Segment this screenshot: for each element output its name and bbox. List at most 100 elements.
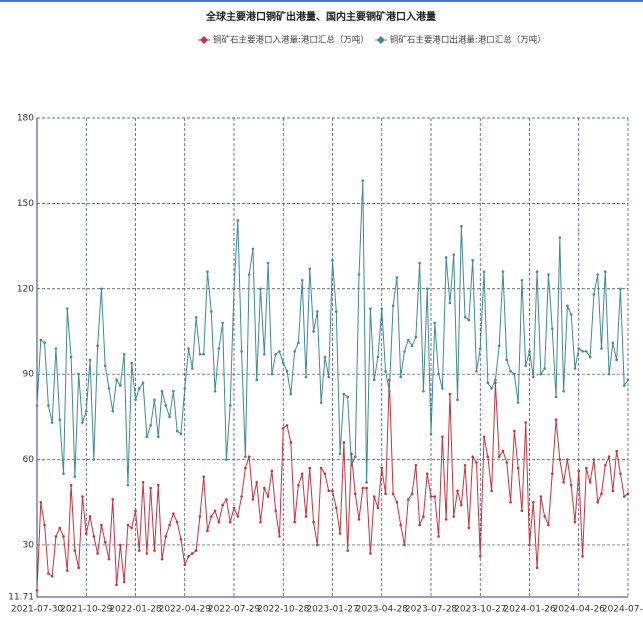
point (96, 344, 99, 348)
point (179, 432, 183, 436)
point (429, 432, 433, 436)
point (581, 555, 584, 558)
point (156, 483, 160, 487)
point (573, 367, 577, 370)
point (92, 535, 96, 538)
point (475, 461, 478, 464)
point (39, 500, 43, 504)
point (263, 486, 266, 490)
point (566, 304, 569, 308)
point (505, 358, 509, 362)
x-tick-label: 2022-10-28 (257, 605, 310, 615)
point (501, 270, 505, 273)
point (141, 481, 145, 484)
point (376, 506, 380, 510)
y-tick-label: 120 (17, 284, 34, 294)
point (592, 293, 596, 296)
point (460, 224, 463, 228)
point (350, 463, 353, 467)
point (418, 523, 421, 527)
point (353, 455, 357, 459)
point (304, 515, 308, 518)
point (122, 580, 126, 584)
point (486, 381, 490, 385)
point (300, 278, 304, 282)
point (596, 500, 599, 504)
point (535, 270, 539, 273)
legend-marker (376, 36, 385, 44)
point (369, 307, 372, 311)
point (66, 569, 69, 572)
point (247, 455, 251, 459)
point (361, 179, 365, 182)
y-tick-label: 90 (23, 370, 35, 380)
point (259, 287, 262, 291)
point (520, 278, 524, 282)
point (100, 287, 103, 291)
point (562, 481, 565, 484)
point (626, 492, 630, 496)
point (225, 498, 228, 501)
point (130, 361, 134, 365)
point (376, 355, 380, 359)
point (513, 372, 516, 376)
point (592, 458, 596, 461)
point (217, 520, 221, 524)
point (206, 270, 209, 273)
point (62, 535, 65, 538)
point (391, 492, 395, 496)
x-tick-label: 2023-10-27 (454, 605, 506, 615)
point (240, 495, 243, 498)
point (490, 387, 493, 390)
point (433, 495, 437, 498)
point (77, 372, 80, 376)
point (334, 310, 338, 313)
point (319, 466, 323, 470)
point (456, 398, 459, 402)
point (338, 452, 342, 456)
point (569, 313, 573, 316)
point (278, 535, 281, 538)
point (274, 509, 277, 513)
point (475, 370, 478, 373)
point (585, 466, 588, 470)
point (134, 398, 137, 402)
point (88, 358, 92, 362)
legend-label: 铜矿石主要港口出港量:港口汇总（万吨） (390, 35, 546, 46)
point (191, 367, 194, 370)
x-tick-label: 2021-10-29 (60, 605, 113, 615)
x-tick-label: 2022-04-29 (159, 605, 212, 615)
point (528, 350, 531, 353)
y-tick-label: 150 (17, 199, 34, 209)
point (194, 549, 198, 552)
point (126, 523, 130, 527)
point (126, 483, 130, 487)
point (456, 489, 459, 493)
point (452, 515, 456, 518)
point (198, 352, 202, 356)
point (482, 270, 486, 273)
point (175, 520, 179, 524)
point (626, 378, 630, 382)
point (346, 395, 349, 399)
point (198, 515, 202, 518)
point (73, 549, 77, 552)
point (588, 481, 592, 484)
point (448, 392, 452, 396)
point (50, 574, 54, 578)
point (164, 535, 168, 538)
point (289, 441, 293, 444)
point (399, 375, 402, 379)
point (304, 375, 308, 379)
point (611, 489, 615, 493)
point (187, 347, 190, 350)
point (497, 455, 501, 459)
point (497, 344, 501, 348)
point (319, 401, 323, 404)
point (209, 310, 213, 313)
point (194, 315, 198, 319)
point (251, 247, 255, 251)
point (444, 256, 448, 259)
point (221, 321, 224, 325)
